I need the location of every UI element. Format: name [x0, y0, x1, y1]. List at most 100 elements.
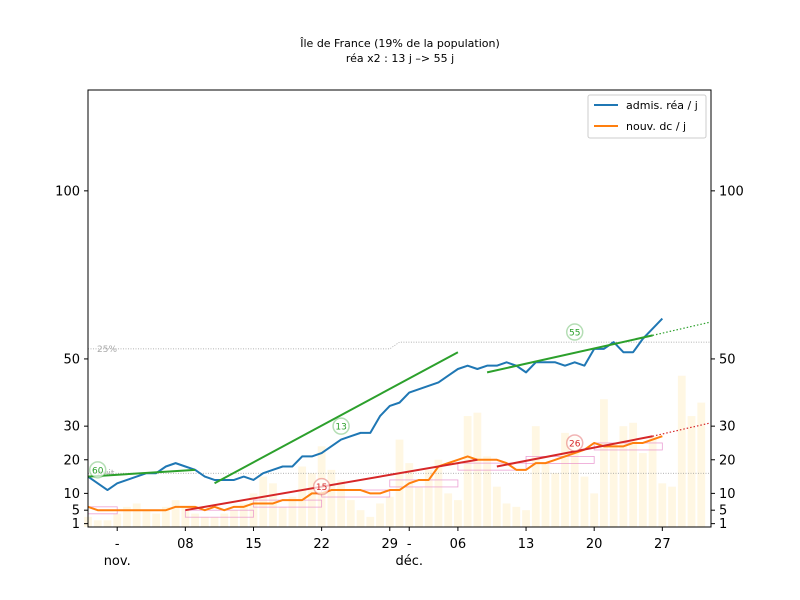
- trend-line: [185, 458, 478, 512]
- background-bar: [278, 506, 287, 527]
- y-tick-label-right: 1: [719, 517, 727, 532]
- background-bar: [619, 426, 628, 527]
- trend-line: [486, 334, 653, 374]
- x-tick-label: 22: [313, 537, 330, 552]
- trend-line: [652, 422, 712, 437]
- x-tick-label: 20: [586, 537, 603, 552]
- annotation-circle: [332, 417, 350, 435]
- background-bar: [366, 516, 375, 527]
- background-bar: [531, 426, 540, 527]
- annotation-label: 55: [569, 329, 580, 339]
- annotation-label: 60: [92, 466, 104, 476]
- background-bar: [590, 493, 599, 527]
- background-bar: [269, 483, 277, 527]
- y-tick-label-right: 30: [719, 420, 736, 435]
- background-bar: [561, 432, 569, 527]
- x-tick-label: 06: [450, 537, 467, 552]
- background-bar: [541, 463, 550, 527]
- x-tick-label: 15: [245, 537, 262, 552]
- background-bar: [113, 513, 122, 527]
- y-tick-label-left: 5: [72, 504, 80, 519]
- annotation-label: 13: [335, 423, 346, 433]
- background-bars: [84, 375, 706, 527]
- background-bar: [609, 442, 618, 527]
- background-bar: [483, 456, 492, 527]
- background-bar: [132, 503, 141, 527]
- annotation-label: 15: [316, 483, 327, 493]
- chart-subtitle: réa x2 : 13 j –> 55 j: [346, 52, 454, 65]
- background-bar: [570, 436, 579, 527]
- weekly-box: [184, 509, 254, 518]
- background-bar: [551, 473, 560, 527]
- background-bar: [337, 479, 345, 527]
- annotation-circle: [312, 477, 331, 496]
- reference-lines: 25% nuit: [88, 341, 711, 479]
- background-bar: [356, 510, 365, 527]
- y-tick-label-left: 10: [63, 487, 80, 502]
- weekly-box: [593, 442, 663, 451]
- annotation-circle: [565, 434, 584, 452]
- trend-line: [214, 351, 459, 485]
- background-bar: [123, 506, 131, 527]
- background-bar: [580, 476, 589, 527]
- background-bar: [191, 513, 199, 527]
- weekly-box: [457, 462, 527, 471]
- legend: admis. réa / j nouv. dc / j: [587, 94, 707, 139]
- background-bar: [142, 510, 151, 527]
- background-bar: [502, 503, 511, 527]
- trend-lines: [87, 321, 712, 512]
- background-bar: [346, 500, 355, 527]
- background-bar: [687, 416, 696, 527]
- background-bar: [463, 416, 472, 527]
- background-bar: [638, 453, 647, 527]
- background-bar: [668, 486, 676, 527]
- x-tick-label: 08: [177, 537, 194, 552]
- background-bar: [648, 436, 657, 527]
- background-bar: [230, 510, 238, 527]
- background-bar: [629, 422, 638, 527]
- annotation-label: 26: [569, 439, 581, 449]
- y-tick-label-right: 10: [719, 487, 736, 502]
- y-tick-label-right: 5: [719, 504, 727, 519]
- y-tick-label-left: 1: [72, 517, 80, 532]
- background-bar: [152, 513, 161, 527]
- background-bar: [405, 463, 414, 527]
- legend-label-dc: nouv. dc / j: [626, 120, 686, 133]
- background-bar: [454, 500, 462, 527]
- x-tick-label: 27: [654, 537, 671, 552]
- background-bar: [444, 493, 453, 527]
- background-bar: [220, 513, 229, 527]
- trend-line: [652, 321, 712, 336]
- background-bar: [327, 469, 336, 527]
- background-bar: [93, 520, 102, 527]
- y-tick-label-left: 100: [55, 184, 80, 199]
- reference-line-label: 25%: [97, 345, 117, 355]
- chart-title: Île de France (19% de la population): [299, 37, 500, 50]
- background-bar: [161, 506, 170, 527]
- plot-frame: [87, 89, 712, 528]
- x-tick-label: 13: [518, 537, 535, 552]
- legend-label-rea: admis. réa / j: [626, 99, 698, 112]
- x-tick-label: -: [407, 537, 412, 552]
- background-bar: [415, 486, 423, 527]
- background-bar: [492, 486, 501, 527]
- annotation-circle: [88, 461, 107, 479]
- y-tick-label-left: 50: [63, 352, 80, 367]
- trend-line: [496, 435, 653, 468]
- background-bar: [298, 466, 307, 527]
- background-bar: [697, 402, 706, 527]
- trend-line: [87, 468, 196, 478]
- x-tick-label: 29: [381, 537, 398, 552]
- y-tick-label-left: 20: [63, 453, 80, 468]
- background-bar: [103, 520, 112, 527]
- background-bar: [434, 459, 443, 527]
- y-tick-label-right: 20: [719, 453, 736, 468]
- background-bar: [658, 483, 667, 527]
- series-line: [87, 317, 664, 492]
- background-bar: [424, 469, 433, 527]
- chart-title-group: Île de France (19% de la population) réa…: [299, 37, 500, 65]
- y-tick-label-left: 30: [63, 420, 80, 435]
- background-bar: [210, 516, 219, 527]
